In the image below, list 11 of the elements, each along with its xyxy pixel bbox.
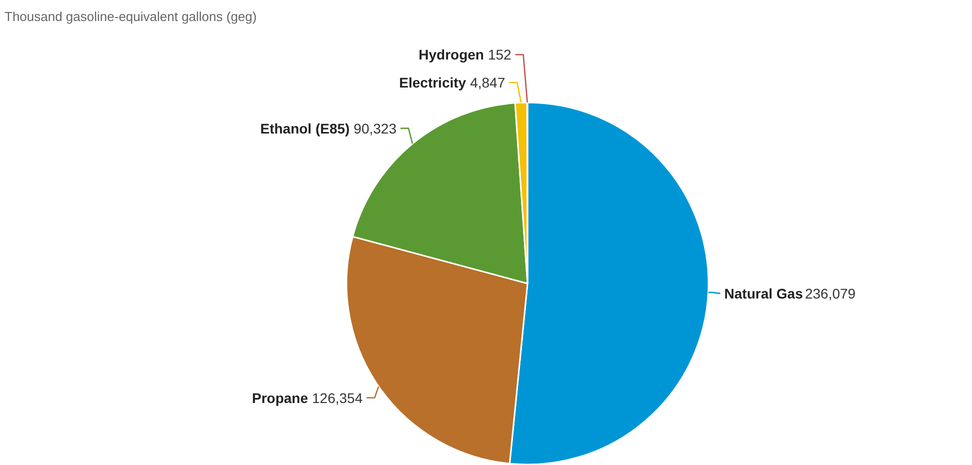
slice-label: Ethanol (E85) <box>260 120 350 136</box>
data-label: 236,079 <box>804 285 856 302</box>
slice-label: Propane <box>252 390 308 406</box>
slice-label: Hydrogen <box>418 46 484 63</box>
text: Thousand gasoline-equivalent gallons (geg) <box>4 9 257 24</box>
data-label: 152 <box>488 46 512 63</box>
data-label: 4,847 <box>470 74 506 91</box>
data-label: 90,323 <box>354 120 397 136</box>
data-label: 126,354 <box>312 390 363 406</box>
slice-label: Natural Gas <box>724 285 804 302</box>
slice-label: Electricity <box>399 74 466 91</box>
